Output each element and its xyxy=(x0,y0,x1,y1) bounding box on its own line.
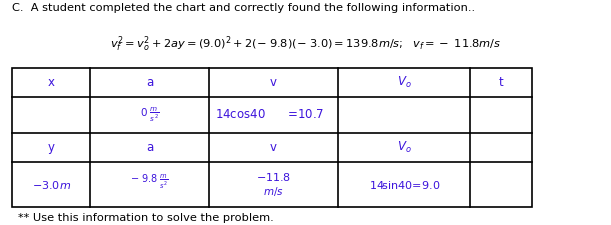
Text: $-\ 9.8\ \frac{m}{s^2}$: $-\ 9.8\ \frac{m}{s^2}$ xyxy=(130,173,169,191)
Text: $-11.8$: $-11.8$ xyxy=(256,171,291,183)
Text: t: t xyxy=(499,76,503,89)
Text: v: v xyxy=(270,76,277,89)
Text: $v_f^2 = v_o^2 + 2ay = (9.0)^2 + 2(-\ 9.8)(-\ 3.0) = 139.8m/s;\ \ v_f = -\ 11.8m: $v_f^2 = v_o^2 + 2ay = (9.0)^2 + 2(-\ 9.… xyxy=(110,35,501,54)
Text: x: x xyxy=(48,76,55,89)
Text: C.  A student completed the chart and correctly found the following information.: C. A student completed the chart and cor… xyxy=(12,3,475,13)
Text: ** Use this information to solve the problem.: ** Use this information to solve the pro… xyxy=(18,213,274,223)
Text: a: a xyxy=(146,141,153,154)
Text: v: v xyxy=(270,141,277,154)
Text: $=\!10.7$: $=\!10.7$ xyxy=(285,108,324,122)
Text: $V_o$: $V_o$ xyxy=(397,140,412,155)
Text: $-3.0m$: $-3.0m$ xyxy=(32,179,71,191)
Text: $14\cos\!40$: $14\cos\!40$ xyxy=(215,108,266,122)
Text: $m/s$: $m/s$ xyxy=(263,185,284,198)
Text: $14\!\sin\!40\!=\!9.0$: $14\!\sin\!40\!=\!9.0$ xyxy=(368,179,440,191)
Bar xyxy=(12,68,532,207)
Text: a: a xyxy=(146,76,153,89)
Text: y: y xyxy=(48,141,55,154)
Text: $V_o$: $V_o$ xyxy=(397,75,412,90)
Text: $0\ \frac{m}{s^2}$: $0\ \frac{m}{s^2}$ xyxy=(140,106,159,124)
